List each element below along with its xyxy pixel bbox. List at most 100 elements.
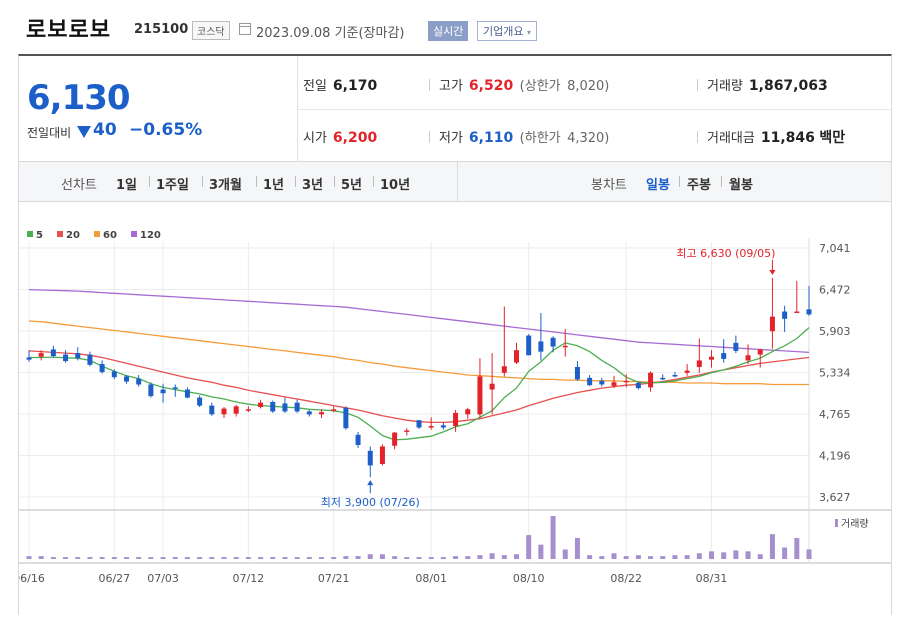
toolbar-separator — [149, 176, 150, 187]
volume-bar — [26, 556, 32, 559]
candle-body — [184, 389, 190, 398]
candle-body — [514, 350, 519, 363]
volume-bar — [782, 547, 788, 559]
volume-bar — [379, 554, 385, 559]
toolbar-separator — [721, 176, 722, 187]
candle-body — [63, 354, 69, 362]
volume-bar — [63, 557, 69, 559]
prev-close-cell: 전일 6,170 — [303, 75, 377, 94]
candle-body — [538, 341, 544, 352]
realtime-button[interactable]: 실시간 — [428, 21, 469, 41]
change-rate: −0.65% — [129, 120, 203, 140]
candle-body — [684, 370, 690, 373]
candle-body — [440, 425, 446, 428]
volume-bar — [550, 516, 556, 559]
low-label: 저가 — [439, 131, 463, 146]
period-10y[interactable]: 10년 — [380, 178, 411, 193]
stock-code: 215100 — [134, 22, 189, 37]
volume-bar — [38, 556, 44, 559]
candle-body — [258, 402, 264, 408]
candle-body — [343, 407, 349, 429]
x-tick-label: 06/16 — [19, 572, 45, 585]
volume-bar — [696, 553, 702, 559]
candle-body — [124, 376, 129, 382]
volume-bar — [806, 549, 812, 559]
market-badge: 코스닥 — [192, 21, 230, 40]
candle-body — [745, 355, 751, 361]
toolbar-separator — [202, 176, 203, 187]
volume-value: 1,867,063 — [748, 78, 828, 94]
volume-bar — [721, 552, 727, 559]
ma120-line — [28, 288, 810, 354]
ma20-line — [28, 350, 810, 424]
legend-label: 5 — [36, 230, 43, 241]
candle-body — [209, 405, 215, 415]
candle-monthly[interactable]: 월봉 — [729, 178, 753, 193]
candle-body — [453, 412, 459, 427]
toolbar-separator — [373, 176, 374, 187]
candle-body — [733, 342, 739, 351]
high-annotation-label: 최고 6,630 (09/05) — [676, 247, 775, 260]
low-annotation-arrowhead — [367, 480, 374, 486]
candle-body — [721, 353, 727, 359]
candle-body — [319, 412, 324, 415]
volume-bar — [75, 557, 81, 559]
volume-bar — [111, 557, 117, 559]
volume-bar — [465, 556, 471, 559]
period-3y[interactable]: 3년 — [302, 178, 324, 193]
x-tick-label: 06/27 — [98, 572, 130, 585]
legend-swatch — [57, 231, 63, 237]
candle-body — [270, 401, 276, 412]
period-5y[interactable]: 5년 — [341, 178, 363, 193]
volume-bar — [611, 553, 617, 559]
volume-bar — [709, 551, 714, 559]
toolbar-separator — [679, 176, 680, 187]
period-1w[interactable]: 1주일 — [156, 178, 189, 193]
period-3m[interactable]: 3개월 — [209, 178, 242, 193]
x-tick-label: 07/21 — [318, 572, 350, 585]
candle-daily[interactable]: 일봉 — [646, 178, 670, 193]
candle-weekly[interactable]: 주봉 — [687, 178, 711, 193]
amount-value: 11,846 — [760, 130, 815, 146]
candle-body — [574, 366, 580, 380]
candle-body — [50, 349, 56, 357]
volume-bar — [136, 557, 142, 559]
upper-limit-value: 8,020) — [567, 79, 610, 94]
volume-bar — [99, 557, 105, 559]
volume-bar — [769, 534, 775, 559]
toolbar-separator — [334, 176, 335, 187]
volume-legend-label: 거래량 — [841, 518, 869, 530]
candle-body — [465, 409, 471, 415]
volume-bar — [623, 556, 629, 559]
candle-body — [367, 450, 373, 466]
candle-body — [26, 357, 32, 360]
volume-bar — [477, 555, 483, 559]
candle-body — [501, 366, 507, 373]
period-1d[interactable]: 1일 — [116, 178, 138, 193]
chevron-down-icon: ▾ — [526, 28, 531, 37]
cell-separator — [429, 131, 430, 143]
candle-body — [294, 402, 300, 412]
period-1y[interactable]: 1년 — [263, 178, 285, 193]
quote-summary-panel: 6,130 전일대비 40 −0.65% 전일 6,170 고가 6,520 (상한… — [18, 54, 892, 162]
company-overview-button[interactable]: 기업개요 ▾ — [477, 21, 537, 41]
volume-bar — [514, 554, 519, 559]
toolbar-separator — [256, 176, 257, 187]
base-date: 2023.09.08 기준(장마감) — [256, 26, 405, 41]
price-chart-panel: 7,041 6,472 5,903 5,334 4,765 4,196 3,627 06/16… — [13, 202, 892, 615]
volume-bar — [209, 557, 215, 559]
chart-toolbar: 선차트 1일 1주일 3개월 1년 3년 5년 10년 봉차트 일봉 주봉 월봉 — [18, 162, 892, 202]
volume-bar — [270, 557, 276, 559]
candle-body — [75, 353, 81, 359]
candle-body — [648, 372, 654, 388]
price-chart[interactable]: 7,041 6,472 5,903 5,334 4,765 4,196 3,627 06/16… — [13, 202, 891, 615]
candle-body — [197, 397, 203, 406]
volume-bar — [124, 557, 129, 559]
candle-body — [87, 354, 93, 365]
volume-bar — [367, 554, 373, 559]
volume-bar — [672, 555, 678, 559]
candle-body — [148, 384, 154, 397]
legend-label: 20 — [66, 230, 80, 241]
volume-bar — [294, 557, 300, 559]
volume-bar — [343, 556, 349, 559]
